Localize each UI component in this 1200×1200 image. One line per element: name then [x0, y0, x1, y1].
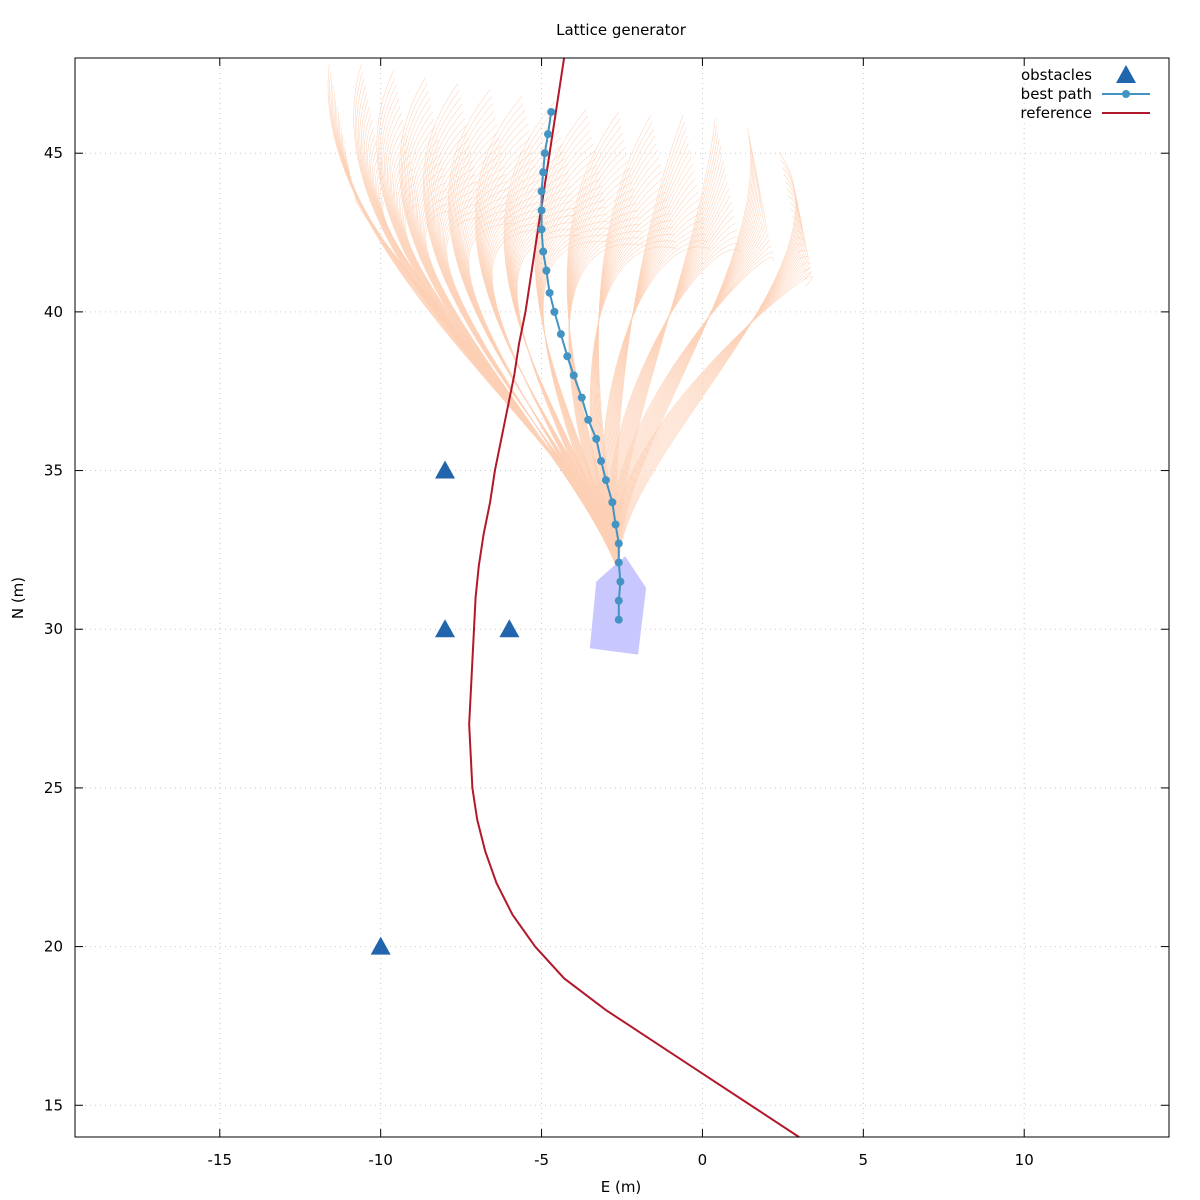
x-tick-label: -10	[368, 1151, 393, 1169]
best-path-point	[550, 307, 559, 316]
best-path-point	[547, 107, 556, 116]
best-path-point	[577, 393, 586, 402]
legend-swatch-best-path-dot	[1122, 90, 1130, 98]
lattice-line	[618, 167, 798, 573]
lattice-line	[604, 227, 705, 573]
best-path-series	[537, 107, 625, 624]
obstacle-marker	[435, 619, 456, 638]
y-tick-label: 35	[44, 462, 63, 480]
x-tick-label: -15	[208, 1151, 233, 1169]
best-path-point	[537, 225, 546, 234]
best-path-point	[542, 266, 551, 275]
lattice-line	[592, 220, 672, 573]
lattice-line	[603, 234, 707, 573]
y-tick-label: 25	[44, 779, 63, 797]
x-axis-label: E (m)	[601, 1178, 642, 1196]
reference-series	[468, 57, 800, 1138]
legend-swatch-obstacles	[1116, 65, 1136, 83]
lattice-line	[608, 249, 742, 573]
x-tick-label: -5	[534, 1151, 549, 1169]
lattice-line	[616, 202, 802, 573]
best-path-point	[616, 577, 625, 586]
best-path-point	[537, 187, 546, 196]
lattice-line	[611, 209, 734, 573]
y-tick-label: 30	[44, 620, 63, 638]
lattice-line	[605, 220, 704, 573]
lattice-line	[611, 251, 773, 573]
best-path-point	[614, 596, 623, 605]
best-path-point	[592, 434, 601, 443]
lattice-line	[615, 244, 807, 573]
best-path-point	[597, 457, 606, 466]
lattice-line	[615, 250, 808, 573]
lattice-line	[617, 181, 800, 573]
obstacle-marker	[435, 460, 456, 479]
lattice-line	[616, 209, 803, 573]
lattice-line	[589, 246, 677, 573]
best-path-point	[556, 330, 565, 339]
plot-frame	[74, 57, 1170, 1138]
lattice-line	[616, 223, 804, 573]
axis-ticks: -15 -10 -5 0 5 10 15 20 25 30 35 40 45	[44, 58, 1169, 1169]
lattice-line	[613, 271, 812, 573]
best-path-point	[539, 168, 548, 177]
legend-label: obstacles	[1021, 66, 1092, 84]
lattice-line	[614, 218, 766, 573]
y-tick-label: 15	[44, 1096, 63, 1114]
obstacle-marker	[370, 936, 391, 955]
y-axis-label: N (m)	[9, 577, 27, 619]
best-path-point	[614, 558, 623, 567]
lattice-line	[603, 240, 708, 573]
best-path-point	[608, 498, 617, 507]
x-tick-label: 0	[698, 1151, 708, 1169]
lattice-line	[617, 188, 800, 573]
lattice-line	[611, 257, 774, 573]
obstacle-marker	[499, 619, 520, 638]
obstacles-series	[370, 460, 520, 955]
lattice-line	[608, 243, 740, 573]
lattice-line	[610, 223, 736, 573]
lattice-line	[591, 227, 673, 573]
legend-label: reference	[1020, 104, 1092, 122]
best-path-point	[601, 476, 610, 485]
lattice-line	[612, 245, 771, 573]
legend-label: best path	[1021, 85, 1092, 103]
x-tick-label: 5	[859, 1151, 869, 1169]
best-path-point	[545, 288, 554, 297]
lattice-line	[618, 160, 797, 573]
best-path-point	[539, 247, 548, 256]
lattice-line	[590, 234, 675, 573]
best-path-point	[563, 352, 572, 361]
best-path-point	[540, 149, 549, 158]
lattice-line	[612, 202, 732, 573]
lattice-line	[616, 230, 805, 573]
lattice-line	[614, 256, 809, 573]
lattice-line	[615, 237, 806, 573]
best-path-point	[614, 539, 623, 548]
best-path-point	[584, 415, 593, 424]
best-path-point	[537, 206, 546, 215]
y-tick-label: 45	[44, 144, 63, 162]
best-path-point	[614, 615, 623, 624]
y-tick-label: 20	[44, 938, 63, 956]
y-tick-label: 40	[44, 303, 63, 321]
best-path-point	[611, 520, 620, 529]
chart-title: Lattice generator	[556, 21, 687, 39]
lattice-line	[610, 230, 738, 573]
lattice-line	[614, 261, 810, 573]
x-tick-label: 10	[1015, 1151, 1034, 1169]
best-path-point	[543, 130, 552, 139]
best-path-point	[569, 371, 578, 380]
reference-line	[468, 57, 800, 1138]
lattice-line	[590, 240, 676, 573]
